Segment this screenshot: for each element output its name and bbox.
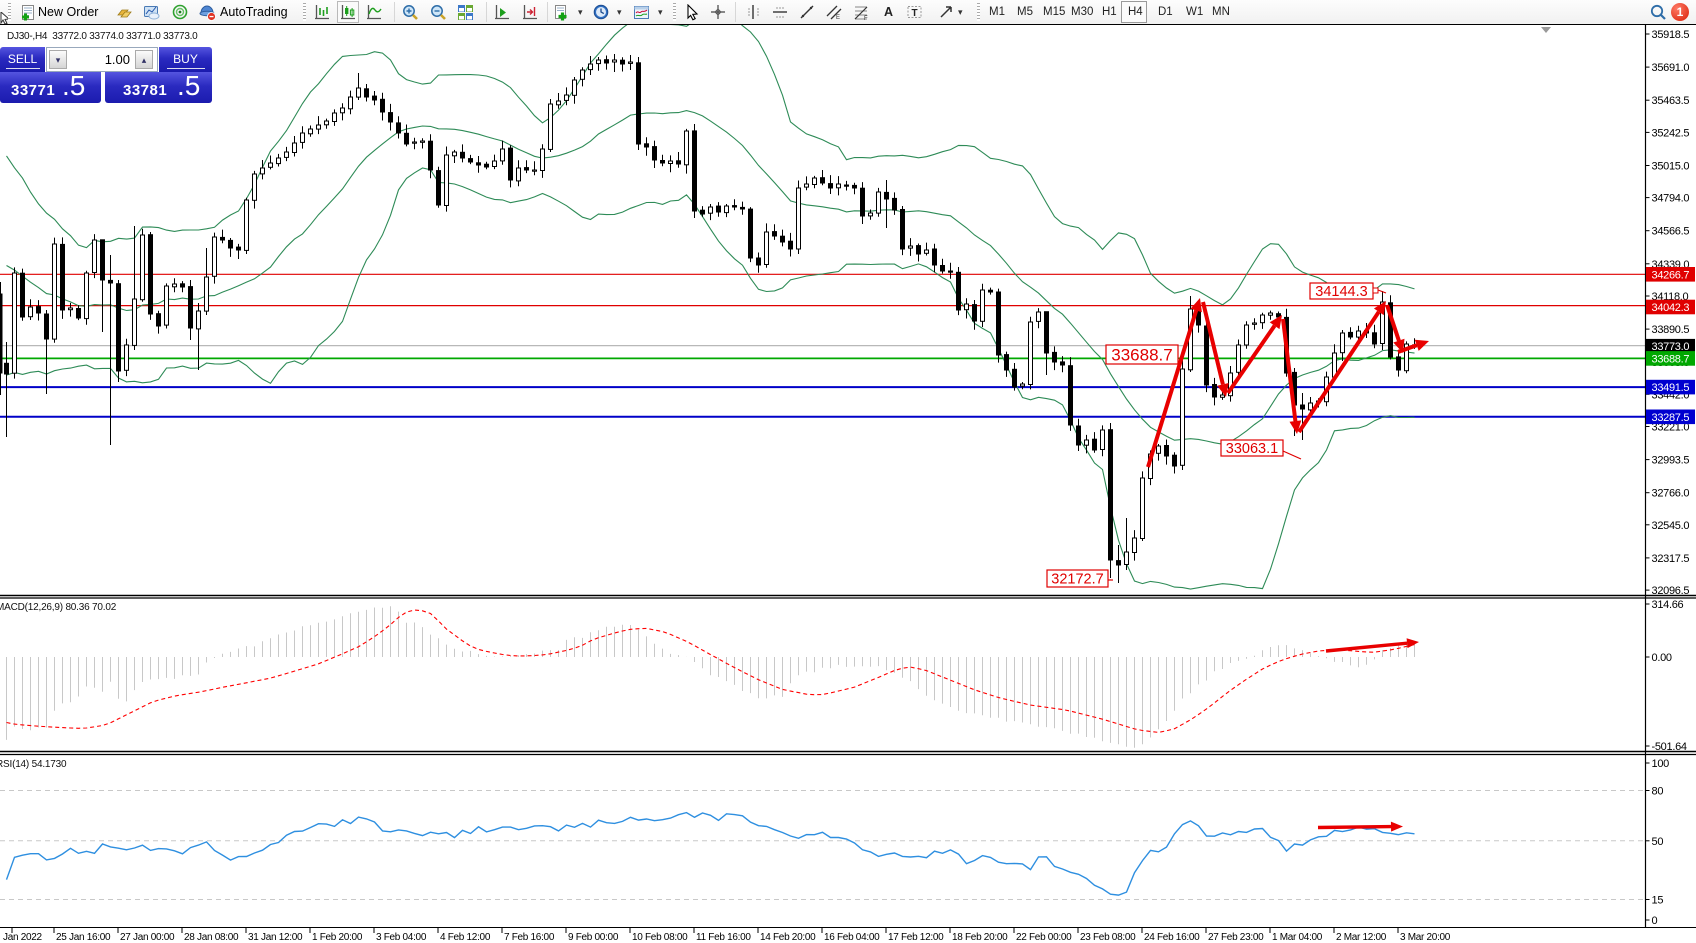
svg-text:35691.0: 35691.0 — [1652, 62, 1690, 74]
svg-text:0: 0 — [1652, 915, 1658, 927]
svg-text:33890.5: 33890.5 — [1652, 324, 1690, 336]
svg-text:50: 50 — [1652, 836, 1664, 848]
svg-text:100: 100 — [1652, 758, 1670, 770]
svg-text:32096.5: 32096.5 — [1652, 585, 1690, 597]
svg-text:T: T — [912, 8, 918, 19]
svg-text:32317.5: 32317.5 — [1652, 553, 1690, 565]
svg-text:33773.0: 33773.0 — [1652, 341, 1690, 353]
svg-text:34266.7: 34266.7 — [1652, 269, 1690, 281]
svg-text:33287.5: 33287.5 — [1652, 412, 1690, 424]
svg-text:F: F — [864, 16, 868, 21]
svg-text:32172.7: 32172.7 — [1051, 572, 1103, 588]
svg-text:9 Feb 00:00: 9 Feb 00:00 — [568, 932, 619, 943]
svg-text:33491.5: 33491.5 — [1652, 382, 1690, 394]
svg-text:MACD(12,26,9) 80.36 70.02: MACD(12,26,9) 80.36 70.02 — [0, 602, 117, 613]
svg-text:16 Feb 04:00: 16 Feb 04:00 — [824, 932, 880, 943]
svg-text:Jan 2022: Jan 2022 — [3, 932, 42, 943]
svg-text:33688.7: 33688.7 — [1652, 353, 1690, 365]
svg-text:18 Feb 20:00: 18 Feb 20:00 — [952, 932, 1008, 943]
svg-text:E: E — [836, 15, 840, 21]
svg-text:314.66: 314.66 — [1652, 599, 1684, 611]
svg-text:DJ30-,H4 33772.0 33774.0 3377: DJ30-,H4 33772.0 33774.0 33771.0 33773.0 — [7, 31, 198, 42]
svg-text:11 Feb 16:00: 11 Feb 16:00 — [696, 932, 751, 943]
svg-text:32993.5: 32993.5 — [1652, 455, 1690, 467]
svg-text:34566.5: 34566.5 — [1652, 226, 1690, 238]
svg-text:1 Mar 04:00: 1 Mar 04:00 — [1272, 932, 1323, 943]
svg-text:28 Jan 08:00: 28 Jan 08:00 — [184, 932, 239, 943]
svg-text:10 Feb 08:00: 10 Feb 08:00 — [632, 932, 688, 943]
svg-text:0.00: 0.00 — [1652, 652, 1672, 664]
svg-text:34794.0: 34794.0 — [1652, 193, 1690, 205]
svg-text:27 Jan 00:00: 27 Jan 00:00 — [120, 932, 175, 943]
svg-text:25 Jan 16:00: 25 Jan 16:00 — [56, 932, 111, 943]
svg-text:22 Feb 00:00: 22 Feb 00:00 — [1016, 932, 1072, 943]
svg-text:15: 15 — [1652, 895, 1664, 907]
svg-text:17 Feb 12:00: 17 Feb 12:00 — [888, 932, 944, 943]
svg-text:35463.5: 35463.5 — [1652, 95, 1690, 107]
svg-text:-501.64: -501.64 — [1652, 741, 1687, 753]
svg-text:35918.5: 35918.5 — [1652, 29, 1690, 41]
svg-text:4 Feb 12:00: 4 Feb 12:00 — [440, 932, 491, 943]
svg-text:34144.3: 34144.3 — [1315, 284, 1367, 300]
svg-text:34042.3: 34042.3 — [1652, 302, 1690, 314]
svg-text:31 Jan 12:00: 31 Jan 12:00 — [248, 932, 303, 943]
svg-text:1 Feb 20:00: 1 Feb 20:00 — [312, 932, 363, 943]
svg-text:80: 80 — [1652, 786, 1664, 798]
svg-text:23 Feb 08:00: 23 Feb 08:00 — [1080, 932, 1136, 943]
svg-text:2 Mar 12:00: 2 Mar 12:00 — [1336, 932, 1387, 943]
svg-text:35015.0: 35015.0 — [1652, 161, 1690, 173]
svg-text:32545.0: 32545.0 — [1652, 520, 1690, 532]
svg-text:33063.1: 33063.1 — [1226, 441, 1278, 457]
svg-text:33688.7: 33688.7 — [1111, 346, 1172, 365]
svg-text:7 Feb 16:00: 7 Feb 16:00 — [504, 932, 555, 943]
svg-text:33221.0: 33221.0 — [1652, 422, 1690, 434]
svg-text:14 Feb 20:00: 14 Feb 20:00 — [760, 932, 816, 943]
svg-text:3 Mar 20:00: 3 Mar 20:00 — [1400, 932, 1451, 943]
svg-text:RSI(14) 54.1730: RSI(14) 54.1730 — [0, 759, 67, 770]
svg-text:24 Feb 16:00: 24 Feb 16:00 — [1144, 932, 1200, 943]
svg-text:27 Feb 23:00: 27 Feb 23:00 — [1208, 932, 1264, 943]
svg-text:32766.0: 32766.0 — [1652, 488, 1690, 500]
svg-text:3 Feb 04:00: 3 Feb 04:00 — [376, 932, 427, 943]
svg-text:35242.5: 35242.5 — [1652, 127, 1690, 139]
